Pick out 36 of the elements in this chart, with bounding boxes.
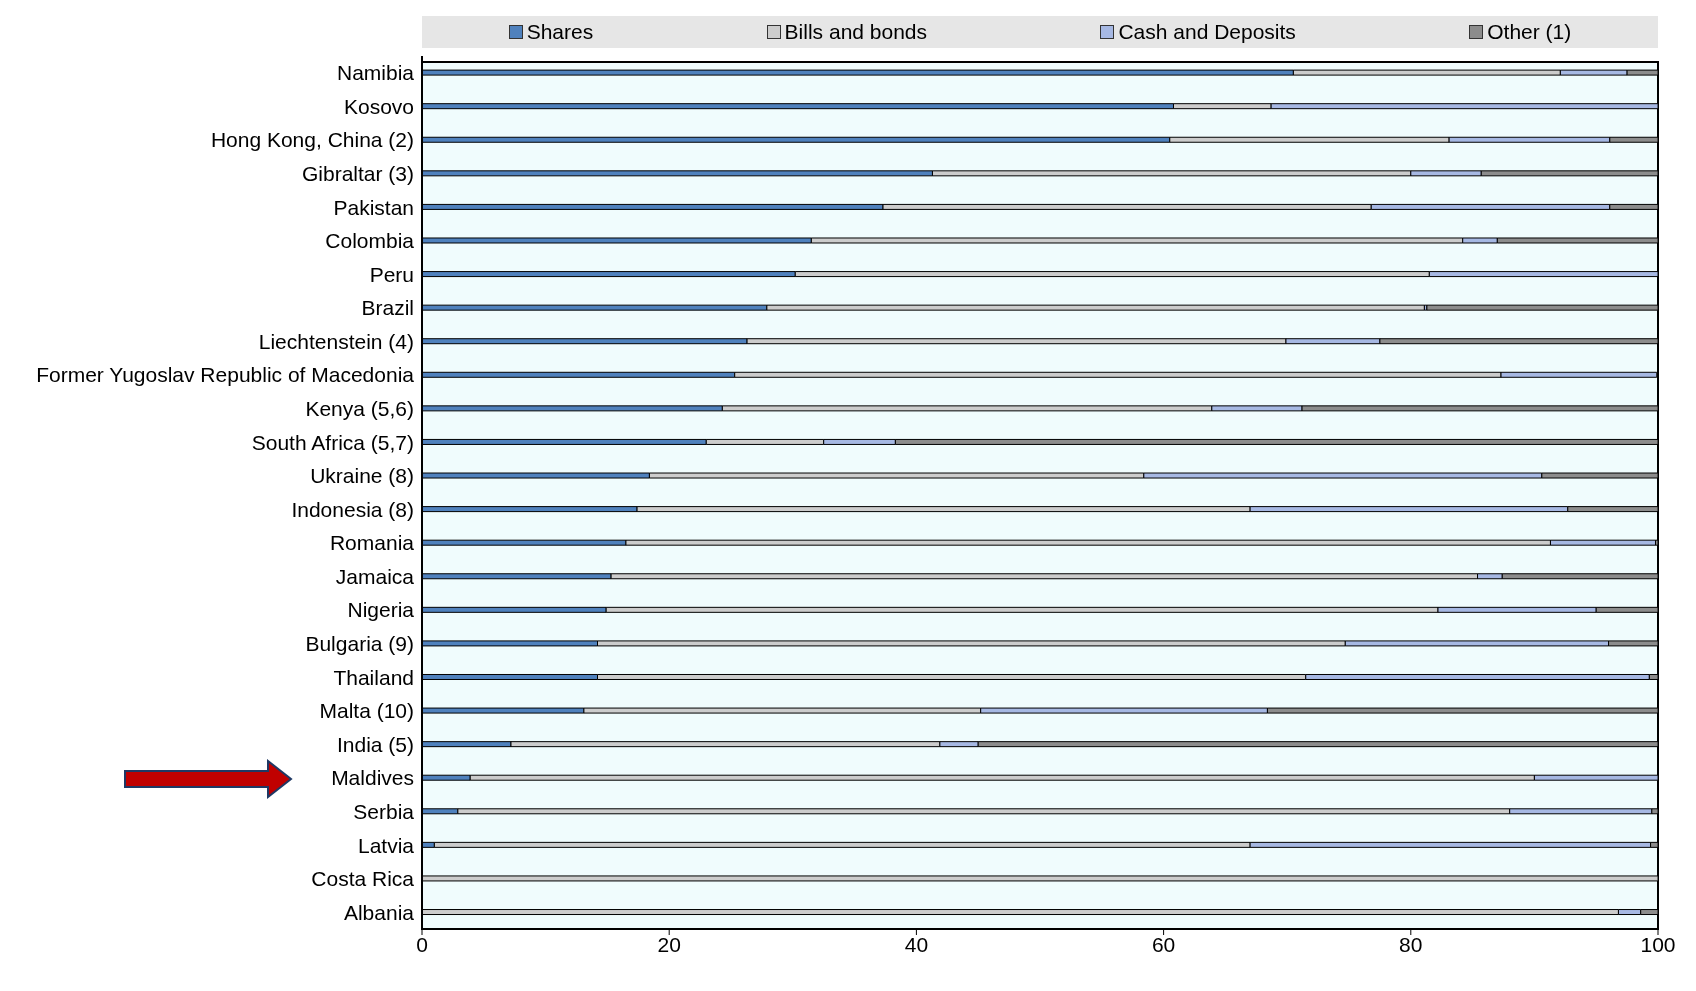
y-tick-label: Romania — [329, 531, 415, 555]
y-tick-label: Costa Rica — [311, 867, 415, 891]
y-tick-label: Jamaica — [335, 564, 415, 588]
x-tick-label: 40 — [904, 932, 929, 956]
y-tick-label: Liechtenstein (4) — [258, 329, 414, 353]
y-tick-label: Colombia — [325, 229, 415, 253]
y-tick-label: India (5) — [336, 732, 414, 756]
y-tick-label: Hong Kong, China (2) — [210, 128, 414, 152]
y-tick-label: Gibraltar (3) — [301, 161, 414, 185]
y-tick-label: Bulgaria (9) — [305, 632, 414, 656]
y-tick-label: Ukraine (8) — [310, 464, 414, 488]
y-tick-label: Brazil — [361, 296, 414, 320]
y-tick-label: Kosovo — [343, 94, 414, 118]
x-tick-label: 100 — [1640, 932, 1676, 956]
x-tick-label: 80 — [1399, 932, 1423, 956]
legend-label: Bills and bonds — [783, 20, 928, 44]
x-tick-label: 60 — [1151, 932, 1176, 956]
x-tick-label: 20 — [657, 932, 681, 956]
legend-label: Cash and Deposits — [1117, 20, 1296, 44]
y-tick-label: Namibia — [336, 61, 415, 85]
y-tick-label: Serbia — [353, 799, 415, 823]
y-tick-label: Nigeria — [347, 598, 415, 622]
y-tick-label: Malta (10) — [319, 699, 414, 723]
legend-label: Shares — [525, 20, 594, 44]
y-tick-label: Pakistan — [333, 195, 414, 219]
y-tick-label: Indonesia (8) — [291, 497, 414, 521]
y-tick-label: Albania — [343, 900, 415, 924]
y-tick-label: Thailand — [333, 665, 414, 689]
y-tick-label: Former Yugoslav Republic of Macedonia — [36, 363, 415, 387]
y-tick-label: South Africa (5,7) — [251, 430, 414, 454]
y-tick-label: Latvia — [357, 833, 415, 857]
legend-label: Other (1) — [1486, 20, 1572, 44]
x-tick-label: 0 — [416, 932, 428, 956]
y-tick-label: Peru — [369, 262, 414, 286]
y-tick-label: Kenya (5,6) — [305, 397, 414, 421]
y-tick-label: Maldives — [331, 766, 414, 790]
